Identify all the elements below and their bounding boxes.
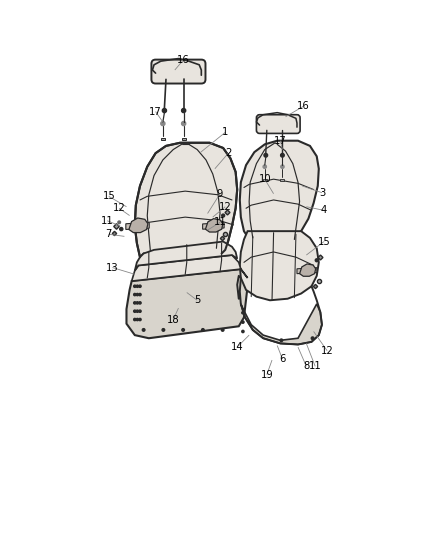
Circle shape: [161, 122, 165, 126]
Circle shape: [139, 302, 141, 304]
Text: 12: 12: [321, 346, 333, 356]
Text: 6: 6: [279, 354, 286, 364]
Text: 17: 17: [274, 136, 287, 146]
FancyBboxPatch shape: [256, 115, 300, 133]
Text: 13: 13: [106, 263, 119, 272]
Circle shape: [139, 294, 141, 296]
Circle shape: [281, 165, 284, 168]
Circle shape: [263, 165, 266, 168]
Circle shape: [134, 285, 136, 287]
Text: 1: 1: [222, 127, 229, 138]
Text: 12: 12: [113, 203, 126, 213]
Circle shape: [315, 259, 318, 262]
Circle shape: [182, 122, 186, 126]
Circle shape: [136, 310, 138, 312]
Text: 9: 9: [217, 189, 223, 199]
Polygon shape: [280, 179, 285, 181]
Circle shape: [118, 221, 120, 224]
Polygon shape: [132, 255, 247, 281]
Text: 18: 18: [167, 314, 180, 325]
Text: 11: 11: [101, 216, 113, 226]
Circle shape: [222, 214, 225, 217]
Polygon shape: [135, 241, 237, 271]
Circle shape: [242, 312, 244, 314]
Circle shape: [136, 294, 138, 296]
Polygon shape: [126, 222, 149, 230]
Circle shape: [182, 109, 186, 112]
Text: 10: 10: [258, 174, 271, 184]
Circle shape: [242, 330, 244, 333]
Polygon shape: [240, 141, 319, 243]
Polygon shape: [300, 264, 316, 276]
Circle shape: [120, 228, 123, 231]
Text: 4: 4: [321, 205, 327, 215]
Circle shape: [134, 310, 136, 312]
Polygon shape: [182, 138, 186, 140]
Circle shape: [142, 329, 145, 331]
Circle shape: [201, 329, 204, 331]
Text: 11: 11: [214, 217, 226, 227]
Circle shape: [311, 337, 314, 340]
Polygon shape: [129, 218, 148, 232]
Text: 2: 2: [225, 148, 232, 158]
Circle shape: [139, 285, 141, 287]
Circle shape: [134, 302, 136, 304]
Text: 17: 17: [149, 107, 162, 117]
Text: 19: 19: [261, 369, 273, 379]
Text: 15: 15: [318, 237, 330, 247]
Text: 11: 11: [309, 361, 321, 372]
Text: 16: 16: [297, 101, 310, 111]
Circle shape: [162, 109, 166, 112]
Polygon shape: [241, 304, 322, 344]
Circle shape: [134, 294, 136, 296]
Polygon shape: [135, 143, 237, 257]
Text: 15: 15: [102, 191, 115, 201]
Text: 8: 8: [303, 361, 310, 372]
Circle shape: [264, 154, 268, 157]
Text: 16: 16: [177, 54, 190, 64]
Circle shape: [281, 154, 284, 157]
Polygon shape: [240, 231, 319, 300]
Circle shape: [280, 339, 283, 342]
Circle shape: [182, 329, 184, 331]
Text: 3: 3: [319, 188, 325, 198]
Text: 7: 7: [106, 229, 112, 239]
Polygon shape: [297, 268, 317, 273]
Text: 5: 5: [194, 295, 200, 305]
Circle shape: [139, 310, 141, 312]
Polygon shape: [161, 138, 165, 140]
Circle shape: [162, 329, 165, 331]
Polygon shape: [127, 269, 247, 338]
Circle shape: [221, 329, 224, 331]
Circle shape: [136, 302, 138, 304]
Text: 14: 14: [231, 342, 244, 352]
Circle shape: [134, 318, 136, 321]
Circle shape: [136, 285, 138, 287]
Circle shape: [139, 318, 141, 321]
Polygon shape: [205, 219, 223, 232]
FancyBboxPatch shape: [152, 60, 205, 84]
Circle shape: [242, 321, 244, 324]
Circle shape: [136, 318, 138, 321]
Text: 12: 12: [219, 201, 232, 212]
Polygon shape: [263, 179, 267, 181]
Polygon shape: [203, 223, 224, 229]
